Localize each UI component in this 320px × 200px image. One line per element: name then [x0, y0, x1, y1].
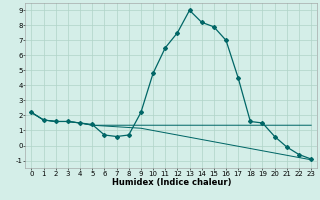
X-axis label: Humidex (Indice chaleur): Humidex (Indice chaleur)	[112, 178, 231, 187]
